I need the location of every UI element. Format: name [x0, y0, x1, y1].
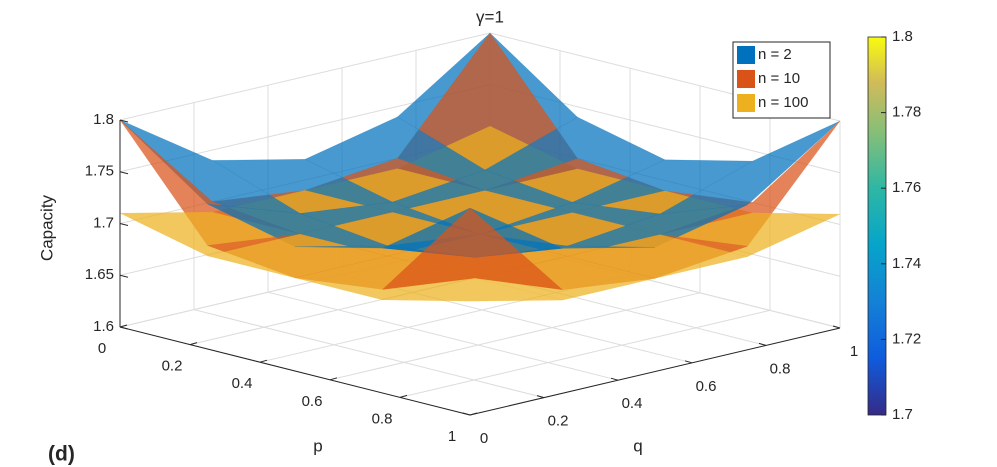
z-tick-label: 1.6	[93, 318, 114, 335]
z-tick	[119, 171, 129, 175]
y-tick-label: 0.8	[770, 360, 791, 377]
colorbar-tick-label: 1.76	[892, 179, 921, 196]
legend-label: n = 2	[758, 46, 792, 63]
legend-swatch	[737, 46, 755, 64]
surface-patch	[381, 207, 564, 291]
z-axis-label: Capacity	[37, 194, 56, 261]
legend-swatch	[737, 94, 755, 112]
z-tick-label: 1.75	[85, 163, 114, 180]
y-tick	[536, 395, 545, 399]
z-tick	[119, 223, 129, 226]
axes: 1.6 1.65 1.7 1.75 1.8 0 0.2 0.4 0.6 0.8 1 0 0.2 0.4 0.…	[85, 111, 858, 447]
legend-label: n = 10	[758, 70, 800, 87]
z-tick	[119, 119, 129, 123]
y-tick-label: 0.2	[548, 413, 569, 430]
z-tick	[119, 274, 129, 278]
colorbar-tick-label: 1.74	[892, 255, 921, 272]
grid-line	[329, 292, 701, 381]
x-tick	[259, 359, 268, 363]
z-tick-label: 1.65	[85, 266, 114, 283]
surfaces	[119, 32, 841, 302]
colorbar: 1.7 1.72 1.74 1.76 1.78 1.8	[867, 28, 921, 423]
chart-title: γ=1	[476, 7, 504, 26]
x-tick	[189, 342, 198, 346]
y-tick-label: 0	[480, 430, 488, 447]
panel-label: (d)	[48, 443, 75, 466]
x-tick	[399, 394, 408, 398]
grid-line	[193, 309, 545, 399]
y-tick-label: 0.4	[622, 395, 643, 412]
grid-line	[267, 291, 619, 381]
x-tick-label: 0.2	[162, 358, 183, 375]
x-tick-label: 0.4	[232, 375, 253, 392]
legend-label: n = 100	[758, 94, 808, 111]
x-tick-label: 0.6	[302, 393, 323, 410]
x-tick-label: 0.8	[372, 410, 393, 427]
surface-patch	[382, 277, 563, 302]
z-tick-label: 1.8	[93, 111, 114, 128]
x-tick-label: 1	[448, 428, 456, 445]
grid-line	[399, 309, 771, 398]
colorbar-tick-label: 1.72	[892, 330, 921, 347]
x-axis-line	[119, 326, 471, 416]
y-tick	[758, 342, 767, 346]
z-tick-label: 1.7	[93, 214, 114, 231]
y-tick-label: 0.6	[696, 378, 717, 395]
x-tick-label: 0	[98, 340, 106, 357]
colorbar-tick-label: 1.78	[892, 104, 921, 121]
surface-patch	[474, 256, 656, 301]
surface-patch	[567, 234, 748, 279]
y-tick	[610, 377, 619, 381]
x-axis-label: p	[313, 436, 322, 455]
colorbar-scale	[867, 36, 887, 416]
legend: n = 2 n = 10 n = 100	[732, 41, 831, 119]
colorbar-tick-label: 1.8	[892, 28, 913, 45]
y-axis-label: q	[633, 436, 642, 455]
y-tick	[832, 325, 841, 329]
y-axis-line	[469, 327, 841, 416]
x-tick	[119, 324, 128, 328]
y-tick	[684, 360, 693, 364]
legend-swatch	[737, 70, 755, 88]
x-tick	[329, 377, 338, 381]
colorbar-tick-label: 1.7	[892, 406, 913, 423]
y-tick-label: 1	[850, 343, 858, 360]
